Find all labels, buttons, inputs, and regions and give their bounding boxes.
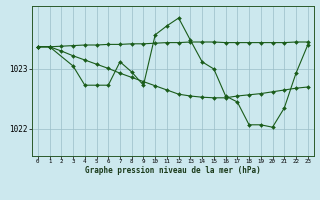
X-axis label: Graphe pression niveau de la mer (hPa): Graphe pression niveau de la mer (hPa) — [85, 166, 261, 175]
